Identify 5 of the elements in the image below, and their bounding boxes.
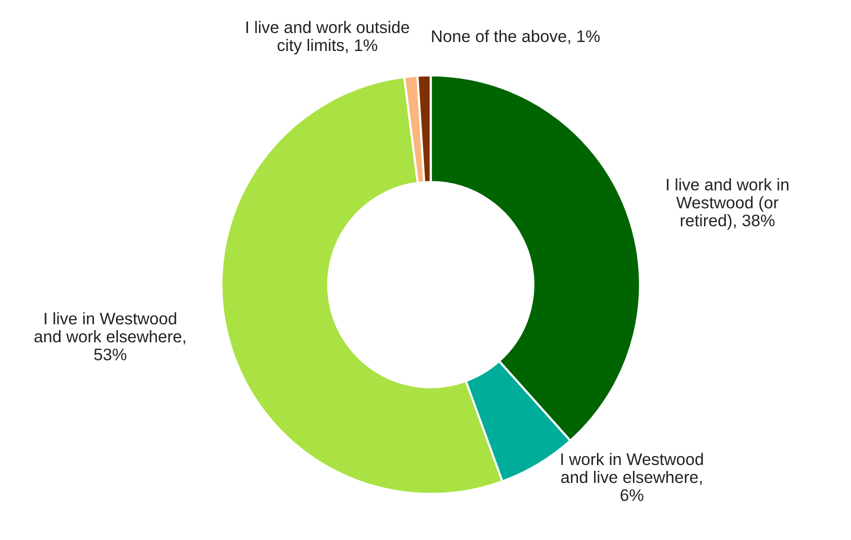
slice-label: I live and work outside city limits, 1%: [246, 20, 410, 54]
slice-label: I work in Westwood and live elsewhere, 6%: [561, 452, 703, 502]
slice-label: I live in Westwood and work elsewhere, 53%: [34, 312, 186, 360]
slice-label: None of the above, 1%: [432, 30, 600, 44]
slice-label: I live and work in Westwood (or retired), 38%: [666, 178, 788, 230]
